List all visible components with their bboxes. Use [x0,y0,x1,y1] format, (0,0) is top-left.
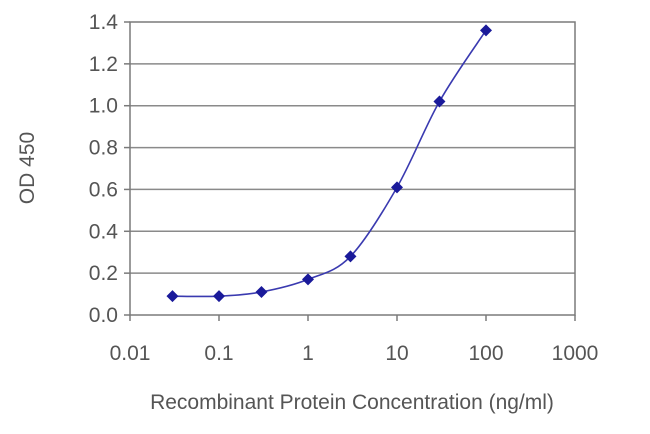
data-point [302,273,314,286]
data-point [213,290,225,303]
y-tick-label: 0.8 [89,137,118,160]
x-tick-label: 0.01 [110,342,151,365]
y-tick-label: 1.0 [89,95,118,118]
x-tick-label: 1 [302,342,314,365]
x-tick-label: 1000 [552,342,599,365]
data-points [166,24,492,303]
data-point [433,95,446,108]
x-tick-label: 100 [468,342,503,365]
plot-area-frame [129,21,576,316]
data-point [344,250,357,263]
x-tick-label: 10 [385,342,408,365]
x-axis-title: Recombinant Protein Concentration (ng/ml… [150,391,554,414]
data-point [255,285,268,298]
x-tick-label: 0.1 [204,342,233,365]
y-axis-ticks: 0.0 0.2 0.4 0.6 0.8 1.0 1.2 1.4 [89,11,130,327]
data-point [166,290,179,303]
y-axis-title: OD 450 [16,132,39,204]
series-curve [172,29,487,298]
x-axis-ticks: 0.01 0.1 1 10 100 1000 [110,315,599,365]
y-tick-label: 0.2 [89,262,118,285]
data-point [480,24,492,37]
y-tick-label: 0.4 [89,220,119,243]
data-point [391,181,403,194]
y-tick-label: 1.2 [89,53,118,76]
y-tick-label: 0.6 [89,178,118,201]
y-tick-label: 1.4 [89,11,119,34]
gridlines [130,63,575,274]
y-tick-label: 0.0 [89,304,118,327]
